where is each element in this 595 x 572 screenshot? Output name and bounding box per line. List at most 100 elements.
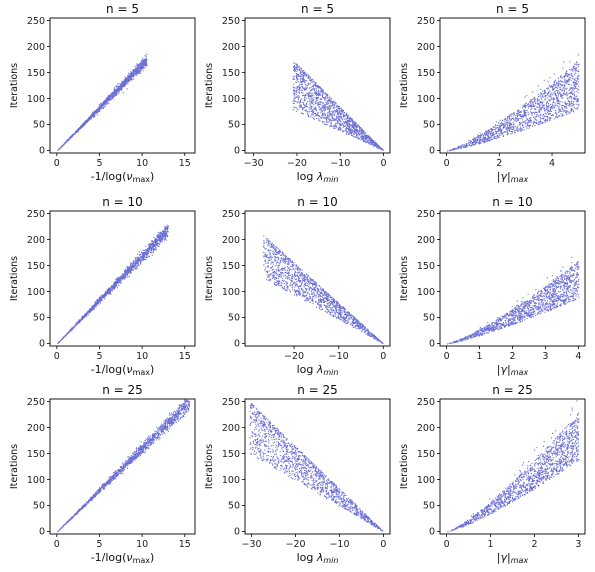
y-tick-label: 100 [417,287,435,298]
scatter-point-cloud [447,54,580,152]
x-axis-label: -1/log(νmax) [91,170,155,184]
plot-frame [244,17,391,154]
y-tick-label: 0 [39,339,45,350]
subplot-title: n = 10 [492,195,533,209]
y-tick-label: 0 [429,527,435,538]
x-tick-label: 0 [380,158,386,169]
y-tick-label: 250 [222,397,240,408]
y-tick-label: 100 [222,287,240,298]
subplot-title: n = 25 [102,383,143,397]
x-tick-label: 0 [380,539,386,550]
y-tick-label: 150 [222,449,240,460]
y-tick-label: 150 [27,68,45,79]
plot-frame [439,398,586,535]
scatter-points [57,224,169,344]
x-tick-label: −30 [242,539,262,550]
y-axis-label: Iterations [204,63,215,108]
subplot-1-1: 0 50 100 150 200 250 0 5 10 15 n = 5 -1/log(νmax) It… [9,2,196,184]
y-tick-label: 100 [222,475,240,486]
scatter-point-cloud [57,53,148,151]
x-tick-label: 15 [179,351,191,362]
x-tick-label: 3 [542,351,548,362]
scatter-points [447,54,580,152]
subplot-title: n = 10 [297,195,338,209]
x-tick-label: 15 [179,158,191,169]
subplot-title: n = 5 [106,2,139,16]
x-tick-label: −10 [329,539,349,550]
y-tick-label: 100 [222,94,240,105]
y-tick-label: 0 [234,339,240,350]
scatter-points [447,256,580,345]
y-tick-label: 200 [222,42,240,53]
scatter-points [249,403,384,532]
scatter-point-cloud [447,400,580,533]
y-tick-label: 100 [27,287,45,298]
y-tick-label: 200 [27,423,45,434]
y-tick-label: 150 [417,261,435,272]
plot-frame [49,398,196,535]
y-axis-label: Iterations [9,63,20,108]
y-tick-label: 50 [228,120,240,131]
y-tick-label: 0 [39,527,45,538]
plot-frame [439,17,586,154]
y-tick-label: 50 [228,313,240,324]
subplot-title: n = 10 [102,195,143,209]
x-tick-label: 5 [96,539,102,550]
subplot-title: n = 25 [297,383,338,397]
y-tick-label: 200 [27,42,45,53]
scatter-point-cloud [262,235,384,344]
x-tick-label: −20 [285,539,305,550]
y-tick-label: 0 [234,146,240,157]
y-tick-label: 250 [222,16,240,27]
x-tick-label: 10 [136,351,148,362]
y-tick-label: 200 [417,235,435,246]
x-tick-label: 0 [444,351,450,362]
plot-frame [49,210,196,347]
scatter-point-cloud [249,403,384,532]
subplot-2-3: 0 50 100 150 200 250 0 1 2 3 4 n = 10 |γ|max Iteratio… [399,195,586,377]
x-tick-label: 1 [477,351,483,362]
x-axis-label: log λmin [297,551,339,565]
y-tick-label: 50 [423,120,435,131]
y-tick-label: 200 [27,235,45,246]
scatter-points [57,53,148,151]
y-tick-label: 50 [33,313,45,324]
y-tick-label: 100 [27,94,45,105]
y-axis-label: Iterations [399,256,410,301]
y-axis-label: Iterations [204,256,215,301]
x-axis-label: |γ|max [497,170,529,184]
plot-frame [439,210,586,347]
y-axis-label: Iterations [9,256,20,301]
subplot-1-3: 0 50 100 150 200 250 0 2 4 n = 5 |γ|max Iterations [399,2,586,184]
y-tick-label: 0 [234,527,240,538]
y-axis-label: Iterations [399,63,410,108]
x-tick-label: 0 [54,351,60,362]
scatter-point-cloud [57,399,191,533]
y-axis-label: Iterations [9,444,20,489]
plot-frame [244,210,391,347]
y-tick-label: 150 [222,261,240,272]
y-tick-label: 200 [417,423,435,434]
y-tick-label: 250 [27,16,45,27]
y-tick-label: 200 [222,423,240,434]
y-tick-label: 50 [33,501,45,512]
x-axis-label: -1/log(νmax) [91,551,155,565]
y-axis-label: Iterations [204,444,215,489]
y-axis-label: Iterations [399,444,410,489]
x-tick-label: 1 [488,539,494,550]
y-tick-label: 250 [417,209,435,220]
x-tick-label: 10 [136,539,148,550]
x-tick-label: 0 [444,158,450,169]
y-tick-label: 50 [423,501,435,512]
x-tick-label: −10 [329,351,349,362]
x-tick-label: 0 [444,539,450,550]
y-tick-label: 250 [417,397,435,408]
scatter-points [57,399,191,533]
x-tick-label: 3 [575,539,581,550]
x-axis-label: log λmin [297,363,339,377]
y-tick-label: 150 [27,449,45,460]
x-tick-label: 15 [179,539,191,550]
y-tick-label: 0 [429,339,435,350]
scatter-point-cloud [447,256,580,345]
